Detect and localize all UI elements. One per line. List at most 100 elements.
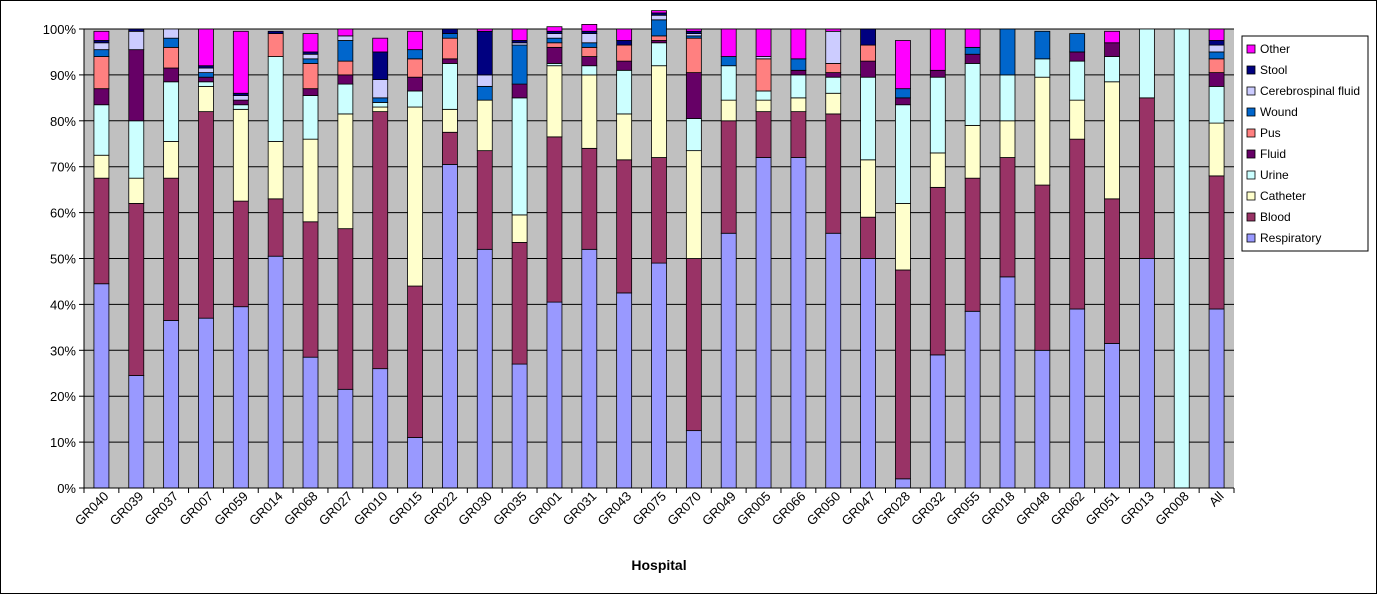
bar-segment-pus-all: [1208, 58, 1225, 74]
bar-segment-urine-gr005: [755, 90, 772, 101]
bar-segment-pus-gr050: [825, 63, 842, 74]
x-tick-label-gr047: GR047: [838, 489, 878, 529]
bar-segment-catheter-gr030: [476, 99, 493, 152]
bar-segment-fluid-gr059: [232, 99, 249, 106]
bar-segment-stool-gr014: [267, 30, 284, 34]
bar-segment-cerebrospinal-fluid-gr068: [302, 53, 319, 60]
bar-segment-blood-gr001: [546, 136, 563, 303]
bar-segment-fluid-gr031: [581, 56, 598, 67]
bar-segment-other-gr027: [337, 28, 354, 37]
bar-segment-cerebrospinal-fluid-gr030: [476, 74, 493, 87]
bar-segment-catheter-gr015: [407, 106, 423, 287]
bar-segment-respiratory-gr032: [929, 354, 946, 489]
bar-segment-stool-all: [1208, 40, 1225, 46]
bar-segment-respiratory-gr059: [232, 306, 249, 489]
bar-segment-catheter-gr048: [1034, 76, 1051, 186]
bar-segment-urine-gr007: [198, 81, 214, 87]
bar-segment-cerebrospinal-fluid-gr027: [337, 35, 354, 41]
bar-segment-other-gr050: [825, 28, 842, 32]
bar-segment-pus-gr014: [267, 33, 284, 57]
bar-segment-fluid-gr027: [337, 74, 354, 85]
legend-label-catheter: Catheter: [1260, 189, 1306, 203]
y-tick-label: 20%: [50, 389, 76, 404]
bar-segment-catheter-gr062: [1069, 99, 1086, 140]
bar-segment-respiratory-gr010: [372, 368, 389, 489]
bar-segment-respiratory-gr048: [1034, 349, 1051, 489]
bar-segment-cerebrospinal-fluid-gr001: [546, 33, 563, 39]
x-tick-label-gr030: GR030: [455, 489, 495, 529]
bar-segment-catheter-gr032: [929, 152, 946, 188]
legend: Other Stool Cerebrospinal fluid Wound Pus Flu…: [1241, 35, 1369, 252]
bar-segment-other-gr051: [1104, 30, 1120, 44]
bar-segment-fluid-gr039: [128, 49, 145, 122]
bar-segment-respiratory-gr040: [93, 283, 110, 489]
legend-swatch-pus: [1246, 128, 1256, 138]
bar-segment-urine-gr049: [720, 65, 737, 101]
x-tick-label-gr013: GR013: [1117, 489, 1157, 529]
x-axis-title: Hospital: [631, 557, 686, 573]
bar-segment-blood-gr032: [929, 186, 946, 356]
x-tick-label-gr031: GR031: [560, 489, 600, 529]
bar-segment-pus-gr040: [93, 56, 110, 90]
bar-segment-catheter-gr031: [581, 74, 598, 149]
bar-segment-fluid-gr028: [895, 97, 911, 106]
bar-segment-wound-gr075: [651, 19, 667, 37]
bar-segment-blood-gr070: [685, 258, 702, 432]
x-tick-label-gr051: GR051: [1082, 489, 1122, 529]
bar-segment-pus-gr022: [442, 37, 458, 60]
bar-segment-wound-gr031: [581, 42, 598, 48]
x-tick-label-gr070: GR070: [664, 489, 704, 529]
bar-segment-wound-gr037: [163, 37, 180, 48]
bar-segment-pus-gr027: [337, 60, 354, 76]
bar-segment-respiratory-gr014: [267, 255, 284, 489]
bar-segment-catheter-all: [1208, 122, 1225, 177]
bar-segment-urine-gr018: [999, 74, 1016, 122]
bar-segment-blood-gr059: [232, 200, 249, 308]
bar-segment-blood-gr015: [407, 285, 423, 438]
bar-segment-fluid-gr055: [964, 53, 981, 64]
x-tick-label-gr028: GR028: [873, 489, 913, 529]
bar-segment-blood-gr039: [128, 203, 145, 376]
bar-segment-cerebrospinal-fluid-gr031: [581, 33, 598, 44]
x-tick-label-gr014: GR014: [246, 489, 286, 529]
bar-segment-cerebrospinal-fluid-gr037: [163, 28, 180, 39]
bar-segment-urine-gr043: [616, 69, 633, 115]
bar-segment-fluid-gr070: [685, 72, 702, 119]
bar-segment-other-gr001: [546, 26, 563, 32]
bar-segment-other-gr007: [198, 28, 214, 67]
bar-segment-pus-gr037: [163, 46, 180, 69]
bars: [93, 10, 1225, 489]
legend-label-respiratory: Respiratory: [1260, 231, 1321, 245]
x-tick-label-gr040: GR040: [72, 489, 112, 529]
legend-label-wound: Wound: [1260, 105, 1298, 119]
bar-segment-wound-gr049: [720, 56, 737, 67]
x-tick-label-gr062: GR062: [1048, 489, 1088, 529]
bar-segment-respiratory-gr018: [999, 276, 1016, 489]
bar-segment-catheter-gr047: [860, 159, 876, 218]
bar-segment-fluid-gr007: [198, 76, 214, 83]
bar-segment-respiratory-gr007: [198, 317, 214, 489]
bar-segment-wound-gr028: [895, 88, 911, 99]
bar-segment-respiratory-gr005: [755, 157, 772, 489]
bar-segment-respiratory-gr075: [651, 262, 667, 489]
bar-segment-urine-gr070: [685, 118, 702, 152]
bar-segment-fluid-gr037: [163, 67, 180, 83]
bar-segment-blood-gr007: [198, 111, 214, 319]
y-tick-label: 90%: [50, 68, 76, 83]
bar-segment-respiratory-gr043: [616, 292, 633, 489]
bar-segment-urine-gr047: [860, 76, 876, 161]
bar-segment-other-all: [1208, 28, 1225, 41]
x-tick-label-gr022: GR022: [420, 489, 460, 529]
bar-segment-urine-gr022: [442, 63, 458, 110]
bar-segment-fluid-gr066: [790, 69, 807, 76]
bar-segment-blood-gr075: [651, 157, 667, 264]
bar-segment-blood-all: [1208, 175, 1225, 310]
bar-segment-catheter-gr039: [128, 177, 145, 204]
bar-segment-respiratory-gr068: [302, 356, 319, 489]
bar-segment-blood-gr040: [93, 177, 110, 285]
x-tick-label-gr043: GR043: [595, 489, 635, 529]
legend-swatch-respiratory: [1246, 233, 1256, 243]
bar-segment-urine-gr015: [407, 90, 423, 108]
bar-segment-catheter-gr068: [302, 138, 319, 223]
